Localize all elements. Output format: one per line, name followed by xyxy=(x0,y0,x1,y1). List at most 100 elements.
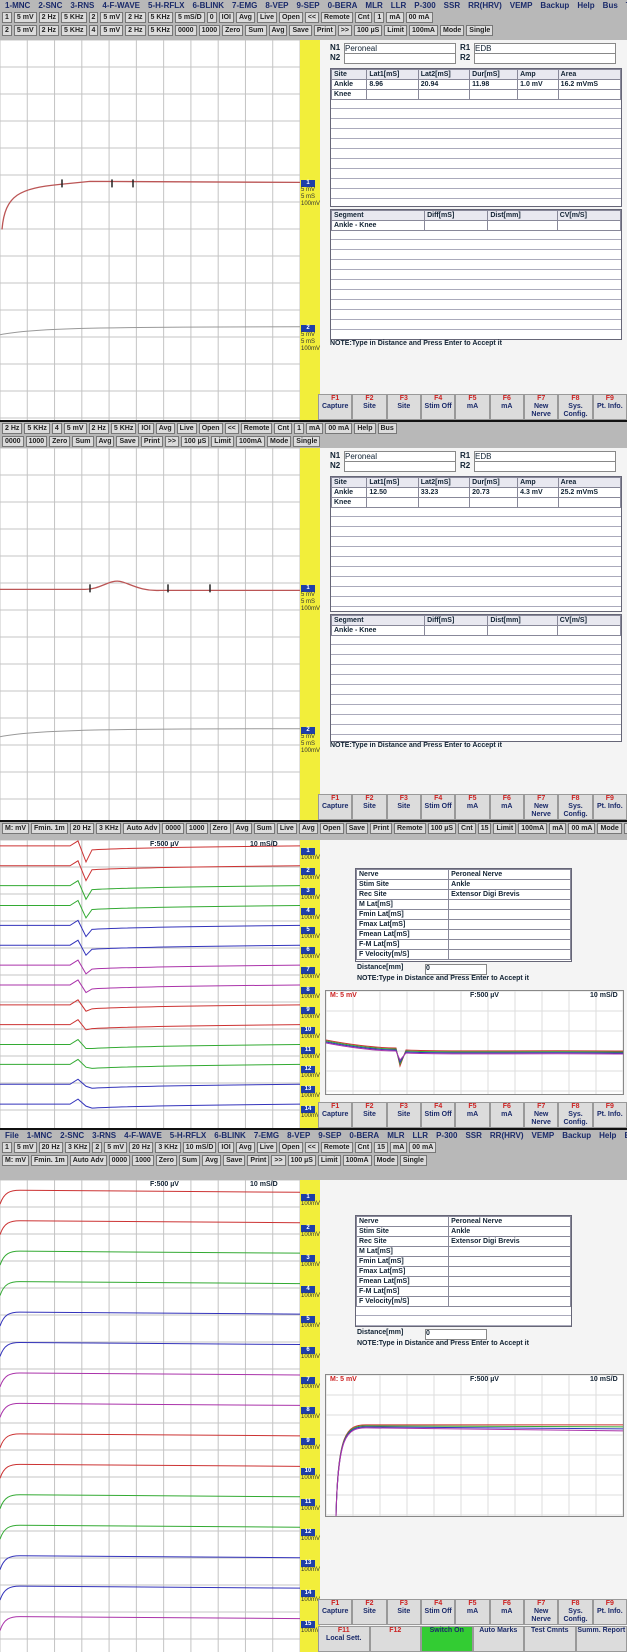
tool-button[interactable]: Limit xyxy=(384,25,407,36)
tool-button[interactable]: << xyxy=(305,12,319,23)
menu-item[interactable]: 3-RNS xyxy=(67,1,97,10)
tool-button[interactable]: Remote xyxy=(321,1142,353,1153)
tool-button[interactable]: IOI xyxy=(219,12,234,23)
tool-button[interactable]: 2 Hz xyxy=(125,25,145,36)
tool-button[interactable]: 1000 xyxy=(132,1155,154,1166)
tool-button[interactable]: << xyxy=(305,1142,319,1153)
tool-button[interactable]: Mode xyxy=(597,823,621,834)
tool-button[interactable]: 5 mV xyxy=(14,1142,37,1153)
function-key[interactable]: Auto Marks xyxy=(473,1626,525,1652)
tool-button[interactable]: 100 µS xyxy=(288,1155,316,1166)
tool-button[interactable]: 2 Hz xyxy=(39,25,59,36)
tool-button[interactable]: 100mA xyxy=(236,436,265,447)
tool-button[interactable]: 20 Hz xyxy=(129,1142,153,1153)
menu-item[interactable]: RR(HRV) xyxy=(487,1131,527,1140)
tool-button[interactable]: Zero xyxy=(210,823,231,834)
tool-button[interactable]: IOI xyxy=(138,423,153,434)
tool-button[interactable]: 00 mA xyxy=(406,12,433,23)
menu-item[interactable]: 9-SEP xyxy=(315,1131,344,1140)
menu-item[interactable]: Bus xyxy=(600,1,621,10)
tool-button[interactable]: mA xyxy=(386,12,403,23)
tool-button[interactable]: Single xyxy=(466,25,493,36)
tool-button[interactable]: 2 Hz xyxy=(125,12,145,23)
tool-button[interactable]: Live xyxy=(177,423,197,434)
menu-item[interactable]: 0-BERA xyxy=(325,1,361,10)
tool-button[interactable]: Open xyxy=(320,823,344,834)
tool-button[interactable]: Sum xyxy=(72,436,93,447)
tool-button[interactable]: 5 KHz xyxy=(61,12,86,23)
tool-button[interactable]: Sum xyxy=(245,25,266,36)
tool-button[interactable]: 4 xyxy=(89,25,99,36)
tool-button[interactable]: 100mA xyxy=(409,25,438,36)
tool-button[interactable]: Avg xyxy=(202,1155,221,1166)
menu-item[interactable]: 3-RNS xyxy=(89,1131,119,1140)
tool-button[interactable]: Mode xyxy=(374,1155,398,1166)
menu-item[interactable]: 6-BLINK xyxy=(211,1131,249,1140)
tool-button[interactable]: Limit xyxy=(318,1155,341,1166)
tool-button[interactable]: Cnt xyxy=(355,12,373,23)
menu-item[interactable]: MLR xyxy=(384,1131,407,1140)
tool-button[interactable]: Avg xyxy=(236,12,255,23)
menu-item[interactable]: 4-F-WAVE xyxy=(121,1131,165,1140)
menu-item[interactable]: 8-VEP xyxy=(262,1,291,10)
tool-button[interactable]: Open xyxy=(279,1142,303,1153)
tool-button[interactable]: Save xyxy=(223,1155,245,1166)
tool-button[interactable]: 5 KHz xyxy=(24,423,49,434)
menu-item[interactable]: P-300 xyxy=(411,1,438,10)
menu-item[interactable]: 9-SEP xyxy=(294,1,323,10)
tool-button[interactable]: Print xyxy=(370,823,392,834)
menu-item[interactable]: 7-EMG xyxy=(251,1131,282,1140)
tool-button[interactable]: 2 xyxy=(2,25,12,36)
tool-button[interactable]: Single xyxy=(293,436,320,447)
tool-button[interactable]: 1 xyxy=(2,12,12,23)
tool-button[interactable]: Live xyxy=(257,12,277,23)
function-key[interactable]: F12 xyxy=(370,1626,422,1652)
tool-button[interactable]: Remote xyxy=(241,423,273,434)
tool-button[interactable]: Avg xyxy=(233,823,252,834)
tool-button[interactable]: Avg xyxy=(236,1142,255,1153)
menu-item[interactable]: 7-EMG xyxy=(229,1,260,10)
function-key[interactable]: Test Cmnts xyxy=(524,1626,576,1652)
tool-button[interactable]: 0000 xyxy=(109,1155,131,1166)
menu-item[interactable]: LLR xyxy=(410,1131,432,1140)
menu-item[interactable]: 0-BERA xyxy=(346,1131,382,1140)
tool-button[interactable]: Help xyxy=(354,423,375,434)
tool-button[interactable]: 2 xyxy=(89,12,99,23)
menu-item[interactable]: Bus xyxy=(621,1131,627,1140)
menu-item[interactable]: RR(HRV) xyxy=(465,1,505,10)
tool-button[interactable]: 1000 xyxy=(186,823,208,834)
tool-button[interactable]: Avg xyxy=(156,423,175,434)
tool-button[interactable]: Cnt xyxy=(355,1142,373,1153)
tool-button[interactable]: >> xyxy=(271,1155,285,1166)
tool-button[interactable]: 5 KHz xyxy=(148,12,173,23)
tool-button[interactable]: Print xyxy=(314,25,336,36)
tool-button[interactable]: Mode xyxy=(267,436,291,447)
tool-button[interactable]: Sum xyxy=(254,823,275,834)
tool-button[interactable]: 00 mA xyxy=(568,823,595,834)
tool-button[interactable]: 2 Hz xyxy=(89,423,109,434)
tool-button[interactable]: Cnt xyxy=(458,823,476,834)
tool-button[interactable]: 5 mV xyxy=(100,12,123,23)
menu-item[interactable]: SSR xyxy=(462,1131,484,1140)
tool-button[interactable]: Remote xyxy=(394,823,426,834)
tool-button[interactable]: Print xyxy=(141,436,163,447)
tool-button[interactable]: 15 xyxy=(374,1142,388,1153)
tool-button[interactable]: mA xyxy=(390,1142,407,1153)
